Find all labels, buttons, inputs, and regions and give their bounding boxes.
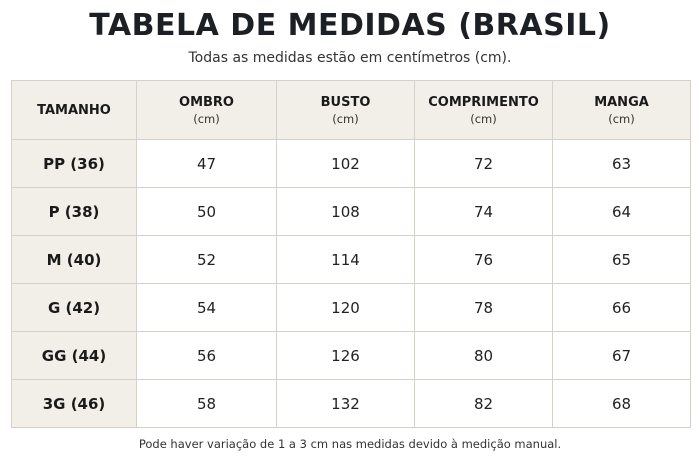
size-cell: M (40)	[11, 235, 137, 284]
busto-cell: 102	[276, 139, 415, 188]
table-row: 3G (46) 58 132 82 68	[11, 379, 691, 428]
table-row: PP (36) 47 102 72 63	[11, 139, 691, 188]
header-manga: MANGA (cm)	[552, 80, 691, 140]
manga-cell: 67	[552, 331, 691, 380]
comprimento-cell: 76	[414, 235, 553, 284]
size-cell: G (42)	[11, 283, 137, 332]
header-label: OMBRO	[179, 94, 234, 110]
busto-cell: 120	[276, 283, 415, 332]
comprimento-cell: 78	[414, 283, 553, 332]
busto-cell: 132	[276, 379, 415, 428]
header-ombro: OMBRO (cm)	[136, 80, 277, 140]
ombro-cell: 58	[136, 379, 277, 428]
manga-cell: 63	[552, 139, 691, 188]
header-unit: (cm)	[193, 111, 220, 126]
comprimento-cell: 80	[414, 331, 553, 380]
table-row: M (40) 52 114 76 65	[11, 235, 691, 284]
manga-cell: 65	[552, 235, 691, 284]
manga-cell: 64	[552, 187, 691, 236]
manga-cell: 68	[552, 379, 691, 428]
busto-cell: 114	[276, 235, 415, 284]
comprimento-cell: 72	[414, 139, 553, 188]
header-unit: (cm)	[470, 111, 497, 126]
header-label: BUSTO	[320, 94, 371, 110]
header-label: COMPRIMENTO	[428, 94, 539, 110]
size-cell: P (38)	[11, 187, 137, 236]
manga-cell: 66	[552, 283, 691, 332]
ombro-cell: 50	[136, 187, 277, 236]
table-row: G (42) 54 120 78 66	[11, 283, 691, 332]
comprimento-cell: 74	[414, 187, 553, 236]
busto-cell: 126	[276, 331, 415, 380]
page-subtitle: Todas as medidas estão em centímetros (c…	[188, 50, 512, 66]
comprimento-cell: 82	[414, 379, 553, 428]
header-busto: BUSTO (cm)	[276, 80, 415, 140]
header-tamanho: TAMANHO	[11, 80, 137, 140]
size-cell: PP (36)	[11, 139, 137, 188]
footnote: Pode haver variação de 1 a 3 cm nas medi…	[138, 437, 562, 451]
header-label: TAMANHO	[37, 102, 111, 118]
size-cell: GG (44)	[11, 331, 137, 380]
header-comprimento: COMPRIMENTO (cm)	[414, 80, 553, 140]
header-label: MANGA	[594, 94, 649, 110]
ombro-cell: 52	[136, 235, 277, 284]
size-table: TAMANHO OMBRO (cm) BUSTO (cm) COMPRIMENT…	[11, 80, 691, 428]
page-title: TABELA DE MEDIDAS (BRASIL)	[89, 8, 611, 43]
table-header-row: TAMANHO OMBRO (cm) BUSTO (cm) COMPRIMENT…	[11, 80, 691, 140]
header-unit: (cm)	[332, 111, 359, 126]
table-row: P (38) 50 108 74 64	[11, 187, 691, 236]
ombro-cell: 54	[136, 283, 277, 332]
table-row: GG (44) 56 126 80 67	[11, 331, 691, 380]
ombro-cell: 47	[136, 139, 277, 188]
busto-cell: 108	[276, 187, 415, 236]
header-unit: (cm)	[608, 111, 635, 126]
ombro-cell: 56	[136, 331, 277, 380]
size-cell: 3G (46)	[11, 379, 137, 428]
